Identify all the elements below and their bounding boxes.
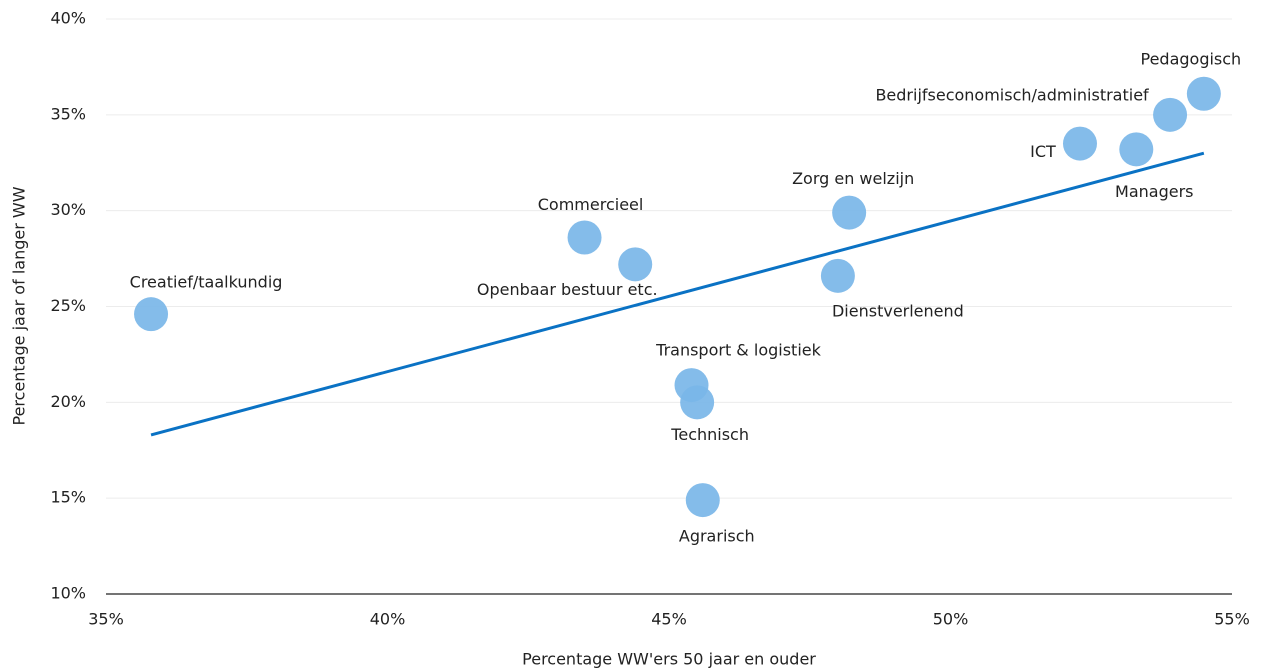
point-label: Creatief/taalkundig bbox=[130, 273, 283, 292]
point bbox=[1062, 126, 1097, 161]
point bbox=[832, 195, 867, 230]
y-tick-label: 30% bbox=[50, 200, 86, 219]
x-axis-title: Percentage WW'ers 50 jaar en ouder bbox=[522, 650, 816, 669]
point bbox=[1119, 132, 1154, 167]
y-tick-label: 10% bbox=[50, 584, 86, 603]
point-label: Transport & logistiek bbox=[655, 341, 821, 360]
point bbox=[134, 297, 169, 332]
point-label: ICT bbox=[1030, 142, 1056, 161]
trend-line bbox=[150, 151, 1205, 437]
point bbox=[567, 220, 602, 255]
point-label: Commercieel bbox=[538, 195, 644, 214]
point-label: Managers bbox=[1115, 182, 1193, 201]
x-tick-label: 50% bbox=[933, 610, 969, 629]
point-label: Pedagogisch bbox=[1140, 49, 1241, 68]
point-label: Zorg en welzijn bbox=[792, 169, 914, 188]
y-axis-title: Percentage jaar of langer WW bbox=[10, 186, 29, 425]
point-label: Agrarisch bbox=[679, 527, 755, 546]
y-tick-label: 20% bbox=[50, 392, 86, 411]
x-tick-label: 45% bbox=[651, 610, 687, 629]
y-tick-label: 25% bbox=[50, 296, 86, 315]
x-tick-label: 40% bbox=[370, 610, 406, 629]
y-tick-label: 35% bbox=[50, 104, 86, 123]
point bbox=[680, 385, 715, 420]
point bbox=[1186, 76, 1221, 111]
point-label: Bedrijfseconomisch/administratief bbox=[875, 85, 1149, 104]
point-label: Dienstverlenend bbox=[832, 301, 964, 320]
y-tick-label: 15% bbox=[50, 488, 86, 507]
x-tick-label: 35% bbox=[88, 610, 124, 629]
point-label: Openbaar bestuur etc. bbox=[477, 280, 658, 299]
x-tick-label: 55% bbox=[1214, 610, 1250, 629]
point bbox=[685, 483, 720, 518]
point bbox=[1153, 97, 1188, 132]
point bbox=[820, 258, 855, 293]
point bbox=[618, 247, 653, 282]
y-tick-label: 40% bbox=[50, 9, 86, 28]
point-label: Technisch bbox=[670, 425, 749, 444]
